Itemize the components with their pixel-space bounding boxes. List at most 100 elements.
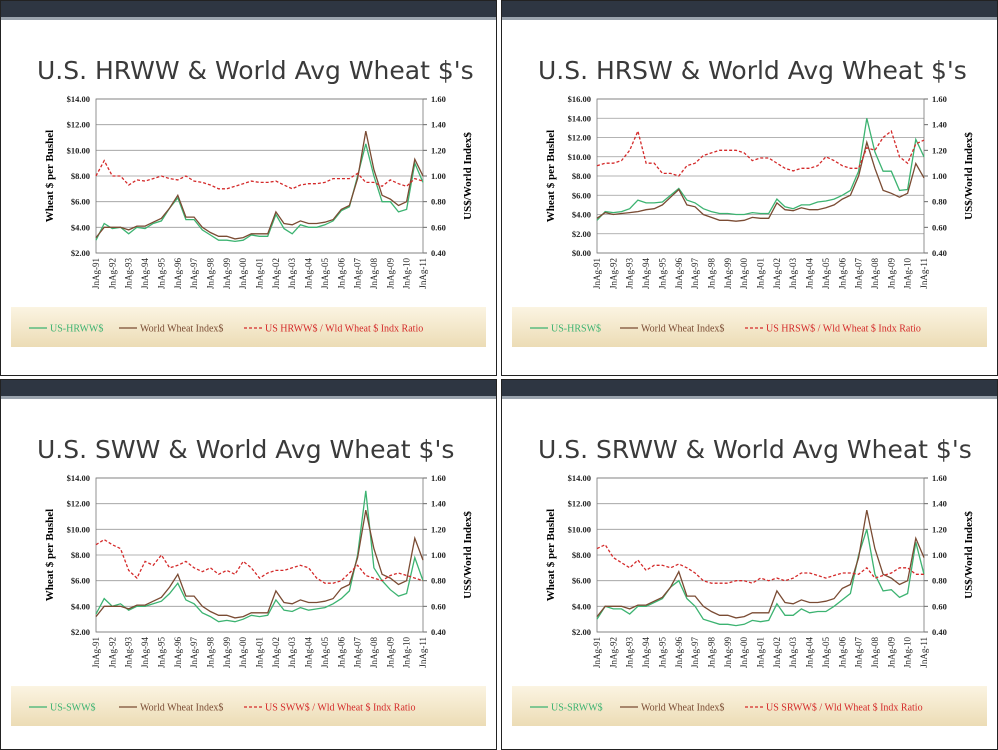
y-tick-label: $8.00 [71, 550, 90, 560]
x-tick-label: JnAg-93 [625, 637, 635, 668]
y2-tick-label: 1.60 [431, 473, 446, 483]
legend-label: US SRWW$ / Wld Wheat $ Indx Ratio [766, 703, 923, 714]
y2-tick-label: 1.20 [932, 524, 947, 534]
legend-label: World Wheat Index$ [641, 703, 724, 714]
y-tick-label: $14.00 [568, 113, 591, 123]
legend-label: US HRWW$ / Wld Wheat $ Indx Ratio [265, 324, 423, 335]
y-tick-label: $12.00 [67, 499, 90, 509]
legend-label: World Wheat Index$ [140, 703, 223, 714]
x-tick-label: JnAg-09 [385, 637, 395, 668]
x-tick-label: JnAg-96 [674, 258, 684, 289]
x-tick-label: JnAg-06 [336, 637, 346, 668]
x-tick-label: JnAg-94 [140, 258, 150, 289]
y2-tick-label: 0.40 [932, 627, 947, 637]
chart-title: U.S. HRWW & World Avg Wheat $'s [37, 56, 474, 85]
x-tick-label: JnAg-91 [91, 637, 101, 668]
x-tick-label: JnAg-93 [124, 258, 134, 289]
y2-axis-label: US$/World Index$ [963, 132, 975, 220]
x-tick-label: JnAg-10 [402, 258, 412, 289]
y2-tick-label: 1.40 [431, 120, 446, 130]
y-tick-label: $4.00 [71, 601, 90, 611]
series-line [596, 509, 925, 619]
y-tick-label: $2.00 [572, 627, 591, 637]
y-tick-label: $2.00 [572, 229, 591, 239]
x-tick-label: JnAg-10 [402, 637, 412, 668]
slide-bar [1, 396, 496, 399]
plot-frame [95, 477, 424, 633]
slide-bar [502, 380, 997, 396]
x-tick-label: JnAg-98 [205, 258, 215, 289]
y-tick-label: $12.00 [67, 120, 90, 130]
x-tick-label: JnAg-01 [255, 637, 265, 668]
legend-box [512, 686, 987, 726]
slide-bar [502, 17, 997, 20]
x-tick-label: JnAg-02 [772, 258, 782, 289]
x-tick-label: JnAg-04 [805, 637, 815, 668]
x-tick-label: JnAg-05 [821, 258, 831, 289]
y2-axis-label: US$/World Index$ [963, 511, 975, 599]
x-tick-label: JnAg-95 [156, 258, 166, 289]
x-tick-label: JnAg-94 [140, 637, 150, 668]
slide: U.S. SRWW & World Avg Wheat $'s $2.00 $4.0… [501, 379, 998, 750]
legend-label: US-HRSW$ [551, 324, 601, 335]
legend-box [11, 686, 486, 726]
y-tick-label: $6.00 [71, 576, 90, 586]
x-tick-label: JnAg-01 [756, 637, 766, 668]
y-tick-label: $4.00 [71, 222, 90, 232]
slide-bar [502, 396, 997, 399]
series-line [95, 490, 424, 623]
x-tick-label: JnAg-04 [304, 258, 314, 289]
x-tick-label: JnAg-05 [320, 637, 330, 668]
y-tick-label: $0.00 [572, 248, 591, 258]
y-axis-label: Wheat $ per Bushel [44, 509, 56, 601]
x-tick-label: JnAg-05 [320, 258, 330, 289]
y2-tick-label: 1.00 [431, 550, 446, 560]
slide-bar [502, 1, 997, 17]
series-line [596, 529, 925, 627]
y2-tick-label: 1.00 [431, 171, 446, 181]
y-tick-label: $6.00 [572, 190, 591, 200]
y2-axis-label: US$/World Index$ [462, 511, 474, 599]
slide-bar [1, 17, 496, 20]
y2-tick-label: 1.20 [431, 524, 446, 534]
x-tick-label: JnAg-99 [723, 258, 733, 289]
y2-tick-label: 1.20 [932, 145, 947, 155]
y-tick-label: $14.00 [568, 473, 591, 483]
y-tick-label: $2.00 [71, 627, 90, 637]
y2-tick-label: 0.80 [932, 197, 947, 207]
x-tick-label: JnAg-03 [788, 637, 798, 668]
series-line [596, 118, 925, 221]
x-tick-label: JnAg-00 [238, 637, 248, 668]
y2-tick-label: 0.80 [431, 197, 446, 207]
chart: U.S. HRWW & World Avg Wheat $'s $2.00 $4.0… [11, 56, 486, 347]
series-line [95, 538, 424, 584]
y2-tick-label: 1.20 [431, 145, 446, 155]
x-tick-label: JnAg-04 [304, 637, 314, 668]
x-tick-label: JnAg-11 [919, 637, 929, 668]
x-tick-label: JnAg-92 [107, 258, 117, 289]
y2-axis-label: US$/World Index$ [462, 132, 474, 220]
x-tick-label: JnAg-93 [124, 637, 134, 668]
x-tick-label: JnAg-91 [91, 258, 101, 289]
series-line [95, 159, 424, 190]
x-tick-label: JnAg-02 [271, 637, 281, 668]
y2-tick-label: 1.40 [431, 499, 446, 509]
x-tick-label: JnAg-96 [173, 637, 183, 668]
y-tick-label: $8.00 [71, 171, 90, 181]
series-line [596, 139, 925, 222]
x-tick-label: JnAg-07 [854, 637, 864, 668]
y2-tick-label: 1.60 [932, 473, 947, 483]
x-tick-label: JnAg-97 [690, 258, 700, 289]
y-tick-label: $8.00 [572, 550, 591, 560]
slide-bar [1, 1, 496, 17]
x-tick-label: JnAg-01 [255, 258, 265, 289]
x-tick-label: JnAg-10 [903, 637, 913, 668]
x-tick-label: JnAg-10 [903, 258, 913, 289]
y-tick-label: $10.00 [568, 152, 591, 162]
x-tick-label: JnAg-02 [772, 637, 782, 668]
chart: U.S. SRWW & World Avg Wheat $'s $2.00 $4.0… [512, 435, 987, 726]
x-tick-label: JnAg-03 [287, 258, 297, 289]
x-tick-label: JnAg-99 [222, 258, 232, 289]
y2-tick-label: 0.80 [431, 576, 446, 586]
y2-tick-label: 0.40 [932, 248, 947, 258]
